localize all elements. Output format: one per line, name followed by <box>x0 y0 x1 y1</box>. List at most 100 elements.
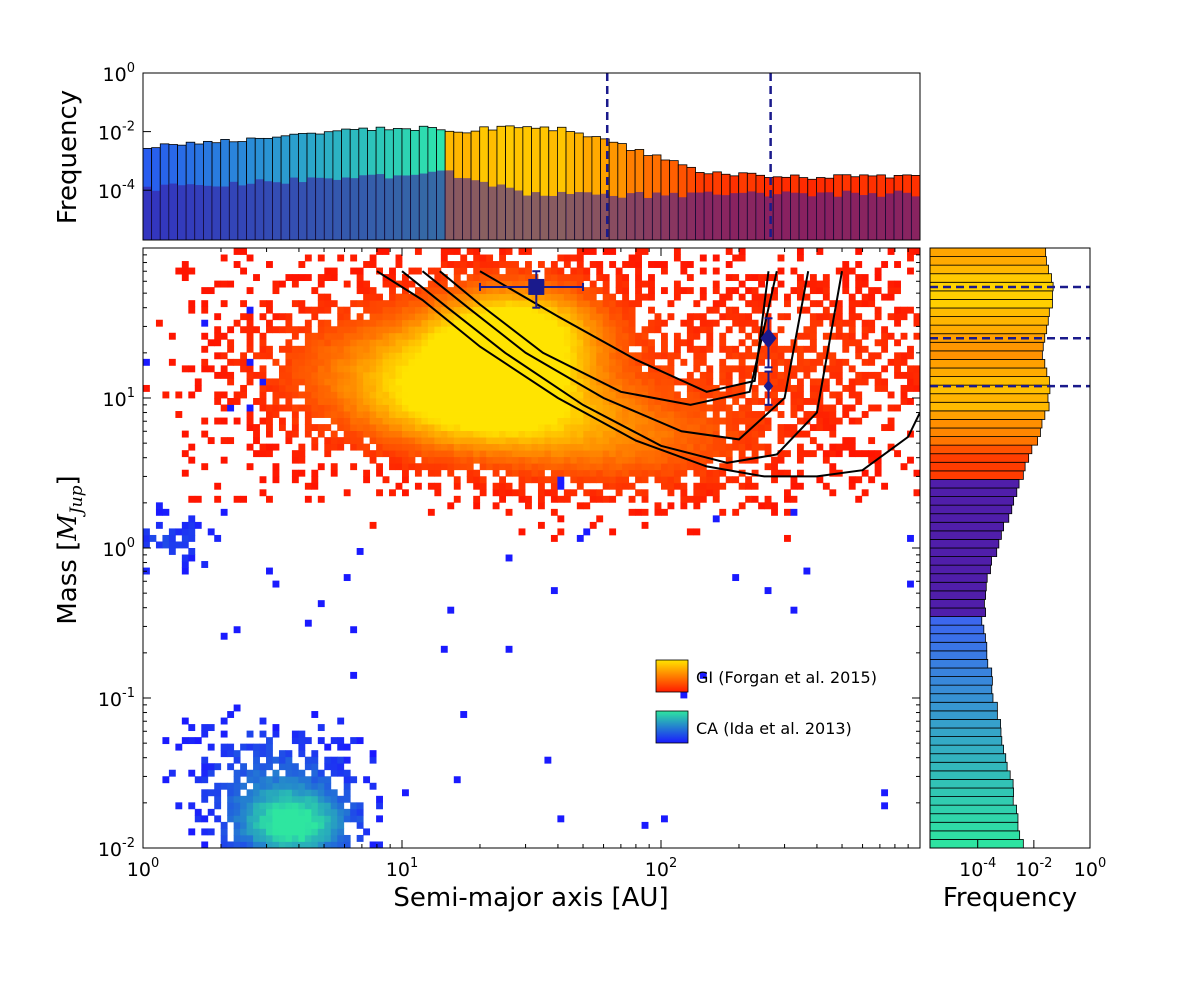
heatmap-cell <box>803 417 811 425</box>
heatmap-cell <box>693 313 701 321</box>
heatmap-cell <box>486 339 494 347</box>
heatmap-cell <box>311 378 319 386</box>
heatmap-cell <box>635 384 642 392</box>
heatmap-cell <box>473 313 481 321</box>
heatmap-cell <box>596 274 604 282</box>
heatmap-cell <box>466 313 474 321</box>
heatmap-cell <box>427 411 435 418</box>
heatmap-cell <box>278 808 286 816</box>
heatmap-cell <box>427 424 435 432</box>
heatmap-cell <box>622 358 630 366</box>
heatmap-cell <box>732 398 740 405</box>
heatmap-cell <box>615 274 623 282</box>
heatmap-cell <box>868 293 876 301</box>
heatmap-cell <box>246 417 254 425</box>
heatmap-cell <box>317 789 325 797</box>
heatmap-cell <box>537 411 545 418</box>
heatmap-cell <box>460 437 468 445</box>
heatmap-cell <box>246 463 254 471</box>
heatmap-cell <box>324 763 332 771</box>
heatmap-cell <box>706 469 714 477</box>
heatmap-cell <box>745 430 753 438</box>
top-hist-overlay-bar <box>332 179 342 240</box>
heatmap-cell <box>907 378 914 386</box>
heatmap-cell <box>466 469 474 477</box>
top-hist-overlay-bar <box>436 170 446 240</box>
heatmap-cell <box>324 267 332 275</box>
tick-base: 10 <box>103 64 127 86</box>
heatmap-cell <box>570 411 578 418</box>
heatmap-cell <box>725 352 733 360</box>
heatmap-cell <box>550 358 558 366</box>
heatmap-cell <box>725 345 733 353</box>
heatmap-cell <box>712 267 720 275</box>
heatmap-cell <box>220 730 228 738</box>
heatmap-cell <box>661 424 668 432</box>
heatmap-cell <box>648 358 655 366</box>
heatmap-cell <box>641 508 649 516</box>
heatmap-cell <box>278 776 286 784</box>
heatmap-cell <box>563 319 571 327</box>
heatmap-cell <box>557 345 565 353</box>
heatmap-cell <box>253 841 260 848</box>
heatmap-cell <box>427 365 435 373</box>
heatmap-cell <box>285 795 293 803</box>
heatmap-cell <box>809 378 817 386</box>
heatmap-cell <box>363 339 371 347</box>
heatmap-cell <box>246 365 254 373</box>
top-hist-overlay-bar <box>177 185 187 240</box>
heatmap-cell <box>758 430 766 438</box>
heatmap-cell <box>447 261 455 268</box>
heatmap-cell <box>324 306 332 314</box>
heatmap-cell <box>589 476 597 484</box>
heatmap-cell <box>259 443 267 451</box>
heatmap-cell <box>615 463 623 471</box>
heatmap-cell <box>460 711 468 718</box>
heatmap-cell <box>609 482 617 490</box>
heatmap-cell <box>447 606 455 614</box>
heatmap-cell <box>311 469 319 477</box>
heatmap-cell <box>790 404 798 412</box>
heatmap-cell <box>350 371 358 379</box>
heatmap-cell <box>253 795 260 803</box>
heatmap-cell <box>654 476 662 484</box>
heatmap-cell <box>563 404 571 412</box>
heatmap-cell <box>453 417 461 425</box>
heatmap-cell <box>382 352 390 360</box>
heatmap-cell <box>499 443 507 451</box>
heatmap-cell <box>440 430 448 438</box>
heatmap-cell <box>304 737 312 745</box>
top-histogram <box>143 73 920 240</box>
heatmap-cell <box>298 802 306 810</box>
heatmap-cell <box>291 789 299 797</box>
heatmap-cell <box>822 287 830 295</box>
heatmap-cell <box>330 469 338 477</box>
heatmap-cell <box>693 456 701 464</box>
heatmap-cell <box>376 345 383 353</box>
heatmap-cell <box>149 534 157 542</box>
heatmap-cell <box>337 339 345 347</box>
heatmap-cell <box>395 326 403 334</box>
heatmap-cell <box>525 248 532 255</box>
contour-line <box>439 270 778 406</box>
heatmap-cell <box>706 443 714 451</box>
heatmap-cell <box>570 306 578 314</box>
heatmap-cell <box>389 391 396 399</box>
heatmap-cell <box>738 339 746 347</box>
heatmap-cell <box>304 789 312 797</box>
heatmap-cell <box>641 450 649 458</box>
heatmap-cell <box>259 789 267 797</box>
heatmap-cell <box>343 352 351 360</box>
heatmap-cell <box>544 300 552 308</box>
heatmap-cell <box>304 841 312 848</box>
heatmap-cell <box>725 313 733 321</box>
heatmap-cell <box>285 782 293 790</box>
heatmap-cell <box>253 430 260 438</box>
heatmap-cell <box>673 443 681 451</box>
heatmap-cell <box>285 404 293 412</box>
heatmap-cell <box>246 424 254 432</box>
heatmap-cell <box>382 430 390 438</box>
heatmap-cell <box>712 319 720 327</box>
x-tick-label: 101 <box>386 856 418 881</box>
